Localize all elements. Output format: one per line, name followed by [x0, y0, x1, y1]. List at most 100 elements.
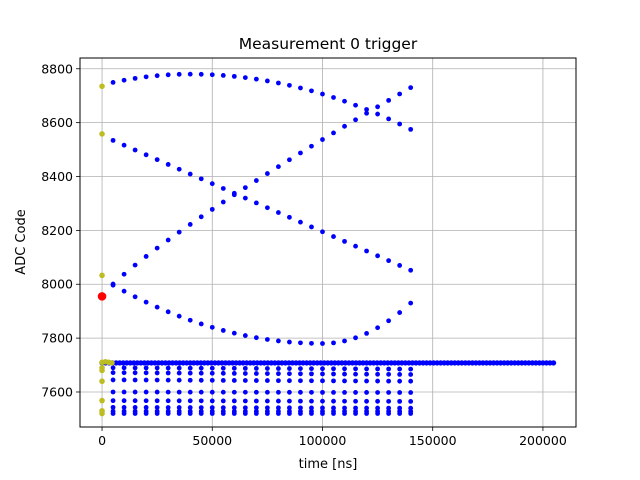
- data-point: [353, 390, 358, 395]
- data-point: [408, 378, 414, 384]
- data-point: [231, 378, 237, 383]
- data-point: [154, 411, 160, 416]
- data-point: [287, 405, 292, 411]
- data-point: [342, 123, 347, 129]
- data-point: [287, 82, 292, 88]
- data-point: [364, 405, 369, 411]
- data-point: [209, 398, 215, 404]
- data-point: [165, 389, 171, 395]
- data-point: [220, 389, 226, 395]
- data-point: [276, 405, 281, 411]
- data-point: [132, 370, 138, 376]
- data-point: [132, 398, 138, 404]
- data-point: [132, 147, 138, 153]
- data-point: [364, 378, 369, 384]
- data-point: [220, 186, 226, 191]
- data-point: [264, 337, 270, 342]
- data-point: [331, 366, 336, 372]
- data-point: [320, 405, 325, 411]
- data-point: [143, 389, 149, 395]
- start-point: [99, 272, 105, 279]
- data-point: [342, 411, 347, 416]
- data-point: [121, 365, 127, 371]
- data-point: [287, 339, 292, 345]
- data-point: [276, 164, 281, 170]
- x-tick-label: 100000: [299, 433, 347, 448]
- data-point: [242, 195, 248, 201]
- data-point: [209, 365, 215, 371]
- data-point: [132, 377, 138, 383]
- data-point: [231, 398, 237, 404]
- data-point: [386, 318, 392, 324]
- data-point: [110, 282, 116, 288]
- data-point: [220, 328, 226, 333]
- data-point: [353, 371, 358, 377]
- data-point: [231, 73, 237, 79]
- data-point: [331, 371, 336, 377]
- data-point: [375, 111, 380, 117]
- data-point: [253, 366, 259, 371]
- data-point: [309, 371, 314, 377]
- y-tick-label: 8600: [41, 115, 73, 130]
- data-point: [220, 405, 226, 411]
- data-point: [220, 370, 226, 376]
- data-point: [276, 389, 281, 395]
- x-tick-label: 0: [98, 433, 106, 448]
- data-point: [320, 229, 325, 235]
- data-point: [132, 389, 138, 395]
- data-point: [176, 365, 182, 371]
- data-point: [276, 411, 281, 416]
- data-point: [287, 398, 292, 404]
- data-point: [364, 110, 369, 116]
- start-point: [99, 397, 105, 404]
- data-point: [165, 370, 171, 376]
- data-point: [143, 398, 149, 404]
- data-point: [264, 371, 270, 377]
- data-point: [209, 377, 215, 383]
- data-point: [298, 389, 303, 395]
- data-point: [253, 178, 259, 183]
- data-point: [408, 85, 414, 91]
- data-point: [176, 313, 182, 319]
- data-point: [320, 341, 325, 346]
- data-point: [342, 405, 347, 411]
- data-point: [375, 104, 380, 110]
- data-point: [276, 338, 281, 344]
- data-point: [353, 335, 358, 341]
- data-point: [320, 398, 325, 404]
- data-point: [198, 71, 204, 77]
- data-point: [353, 405, 358, 411]
- data-point: [386, 258, 392, 264]
- data-point: [231, 192, 237, 198]
- data-point: [198, 377, 204, 383]
- data-point: [187, 398, 193, 404]
- data-point: [309, 143, 314, 149]
- data-point: [242, 333, 248, 338]
- data-point: [198, 321, 204, 327]
- data-point: [187, 377, 193, 383]
- data-point: [331, 389, 336, 395]
- data-point: [154, 398, 160, 404]
- data-point: [110, 398, 116, 404]
- data-point: [176, 71, 182, 77]
- data-point: [298, 85, 303, 91]
- data-point: [165, 365, 171, 371]
- data-point: [375, 405, 380, 411]
- start-point: [99, 367, 105, 374]
- data-point: [176, 229, 182, 235]
- data-point: [253, 371, 259, 376]
- data-point: [320, 137, 325, 142]
- data-point: [121, 398, 127, 404]
- data-point: [386, 366, 392, 372]
- data-point: [121, 389, 127, 395]
- data-point: [309, 389, 314, 395]
- data-point: [187, 389, 193, 395]
- data-point: [176, 405, 182, 410]
- data-point: [187, 411, 193, 416]
- data-point: [298, 405, 303, 411]
- data-point: [276, 80, 281, 86]
- data-point: [408, 372, 414, 377]
- data-point: [375, 371, 380, 377]
- plot-frame: [79, 57, 577, 428]
- data-point: [309, 398, 314, 404]
